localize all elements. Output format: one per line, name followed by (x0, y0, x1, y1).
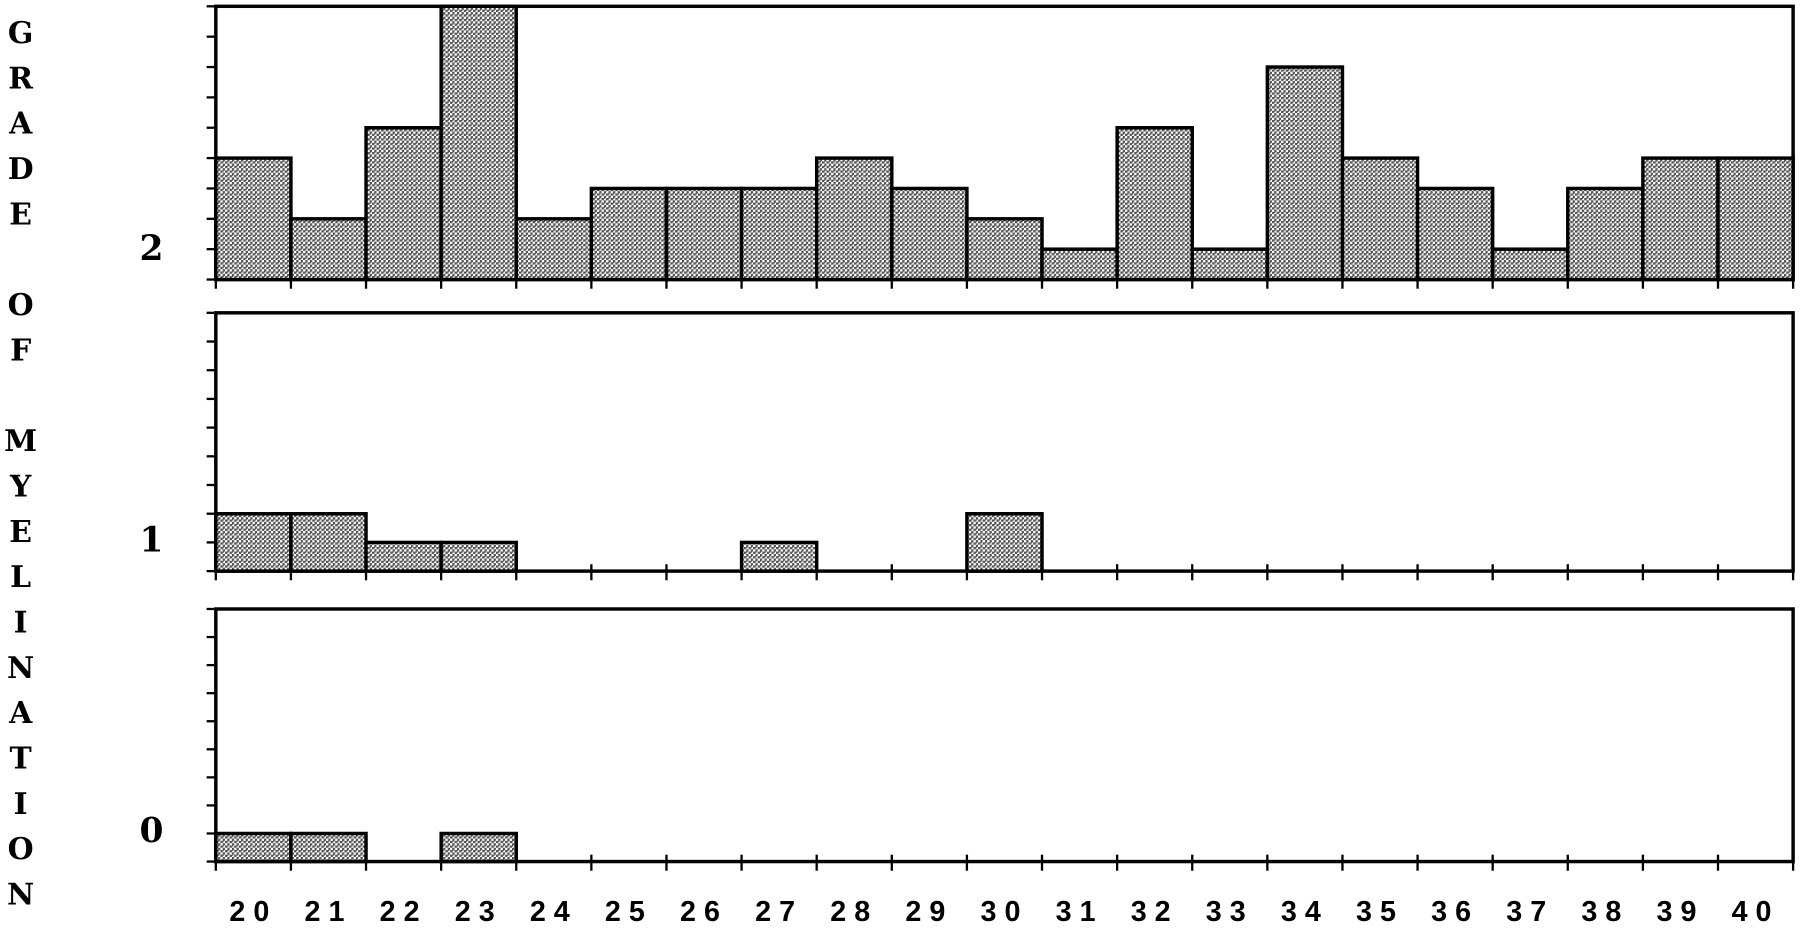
bar (364, 126, 443, 282)
x-tick-label: 28 (830, 896, 878, 928)
bar (439, 540, 518, 573)
panel-label: 0 (140, 811, 164, 851)
bar (965, 511, 1044, 573)
bar (814, 156, 894, 282)
x-tick-label: 40 (1732, 896, 1780, 928)
bar (439, 4, 518, 282)
x-tick-label: 22 (380, 896, 428, 928)
x-tick-label: 38 (1581, 896, 1629, 928)
bar (214, 831, 293, 864)
x-tick-label: 31 (1056, 896, 1104, 928)
x-tick-label: 36 (1431, 896, 1479, 928)
x-tick-label: 37 (1506, 896, 1554, 928)
bar (439, 831, 518, 864)
bar (1490, 247, 1570, 282)
x-tick-label: 25 (605, 896, 653, 928)
bar (214, 511, 293, 573)
bar (1340, 156, 1420, 282)
x-tick-label: 33 (1206, 896, 1254, 928)
x-tick-label: 34 (1281, 896, 1329, 928)
x-tick-label: 27 (755, 896, 803, 928)
x-tick-label: 32 (1131, 896, 1179, 928)
bar (289, 831, 368, 864)
bar (739, 540, 819, 573)
x-tick-label: 35 (1356, 896, 1404, 928)
bar (1265, 65, 1345, 282)
panel-label: 2 (140, 229, 164, 269)
bar (1641, 156, 1720, 282)
bar (289, 217, 368, 282)
x-tick-label: 30 (980, 896, 1028, 928)
bar (965, 217, 1044, 282)
bar (214, 156, 293, 282)
x-tick-label: 24 (530, 896, 578, 928)
bar (1566, 186, 1645, 282)
x-tick-label: 21 (304, 896, 352, 928)
bar (364, 540, 443, 573)
bar (514, 217, 594, 282)
panel-frame (214, 607, 1795, 864)
bar (1415, 186, 1495, 282)
bar (890, 186, 969, 282)
bar (1115, 126, 1194, 282)
bar (589, 186, 669, 282)
x-tick-label: 26 (680, 896, 728, 928)
x-tick-label: 20 (229, 896, 277, 928)
bar (1040, 247, 1119, 282)
x-tick-label: 39 (1656, 896, 1704, 928)
bar (664, 186, 744, 282)
bar (1190, 247, 1270, 282)
x-tick-label: 23 (455, 896, 503, 928)
panel-label: 1 (140, 520, 164, 560)
bar (739, 186, 819, 282)
x-tick-label: 29 (905, 896, 953, 928)
bar (1716, 156, 1795, 282)
bar (289, 511, 368, 573)
